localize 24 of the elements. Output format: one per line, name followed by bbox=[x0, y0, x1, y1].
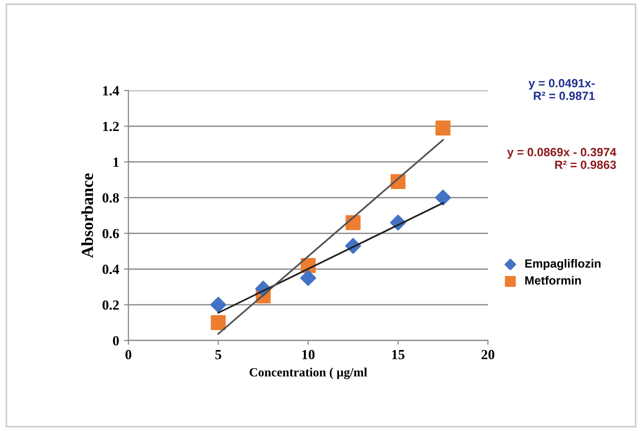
point bbox=[300, 270, 316, 286]
legend-label: Empagliflozin bbox=[525, 259, 601, 270]
x-tick-label: 15 bbox=[392, 350, 404, 360]
y-tick-label: 0.8 bbox=[102, 193, 119, 203]
text: y = 0.0491x- R² = 0.9871 bbox=[528, 78, 595, 100]
point bbox=[210, 315, 226, 330]
y-tick-label: 0.4 bbox=[102, 264, 120, 274]
y-tick-label: 1 bbox=[114, 158, 119, 167]
point bbox=[210, 296, 226, 313]
x-tick-label: 10 bbox=[302, 350, 315, 360]
legend-label: Metformin bbox=[525, 276, 581, 285]
y-tick-label: 0.6 bbox=[102, 228, 119, 238]
x-tick-label: 5 bbox=[215, 350, 222, 360]
point bbox=[436, 120, 450, 136]
text: y = 0.0869x - 0.3974 R² = 0.9863 bbox=[507, 148, 616, 170]
x-axis-title: Concentration ( µg/ml bbox=[250, 368, 368, 380]
y-tick-label: 1.2 bbox=[103, 122, 119, 132]
x-tick-label: 20 bbox=[482, 350, 494, 360]
x-tick-label: 0 bbox=[125, 350, 132, 360]
point bbox=[435, 190, 451, 206]
y-tick-label: 1.4 bbox=[103, 86, 120, 96]
y-axis-title: Absorbance bbox=[81, 173, 94, 258]
y-tick-label: 0 bbox=[112, 336, 119, 346]
y-tick-label: 0.2 bbox=[102, 300, 119, 310]
